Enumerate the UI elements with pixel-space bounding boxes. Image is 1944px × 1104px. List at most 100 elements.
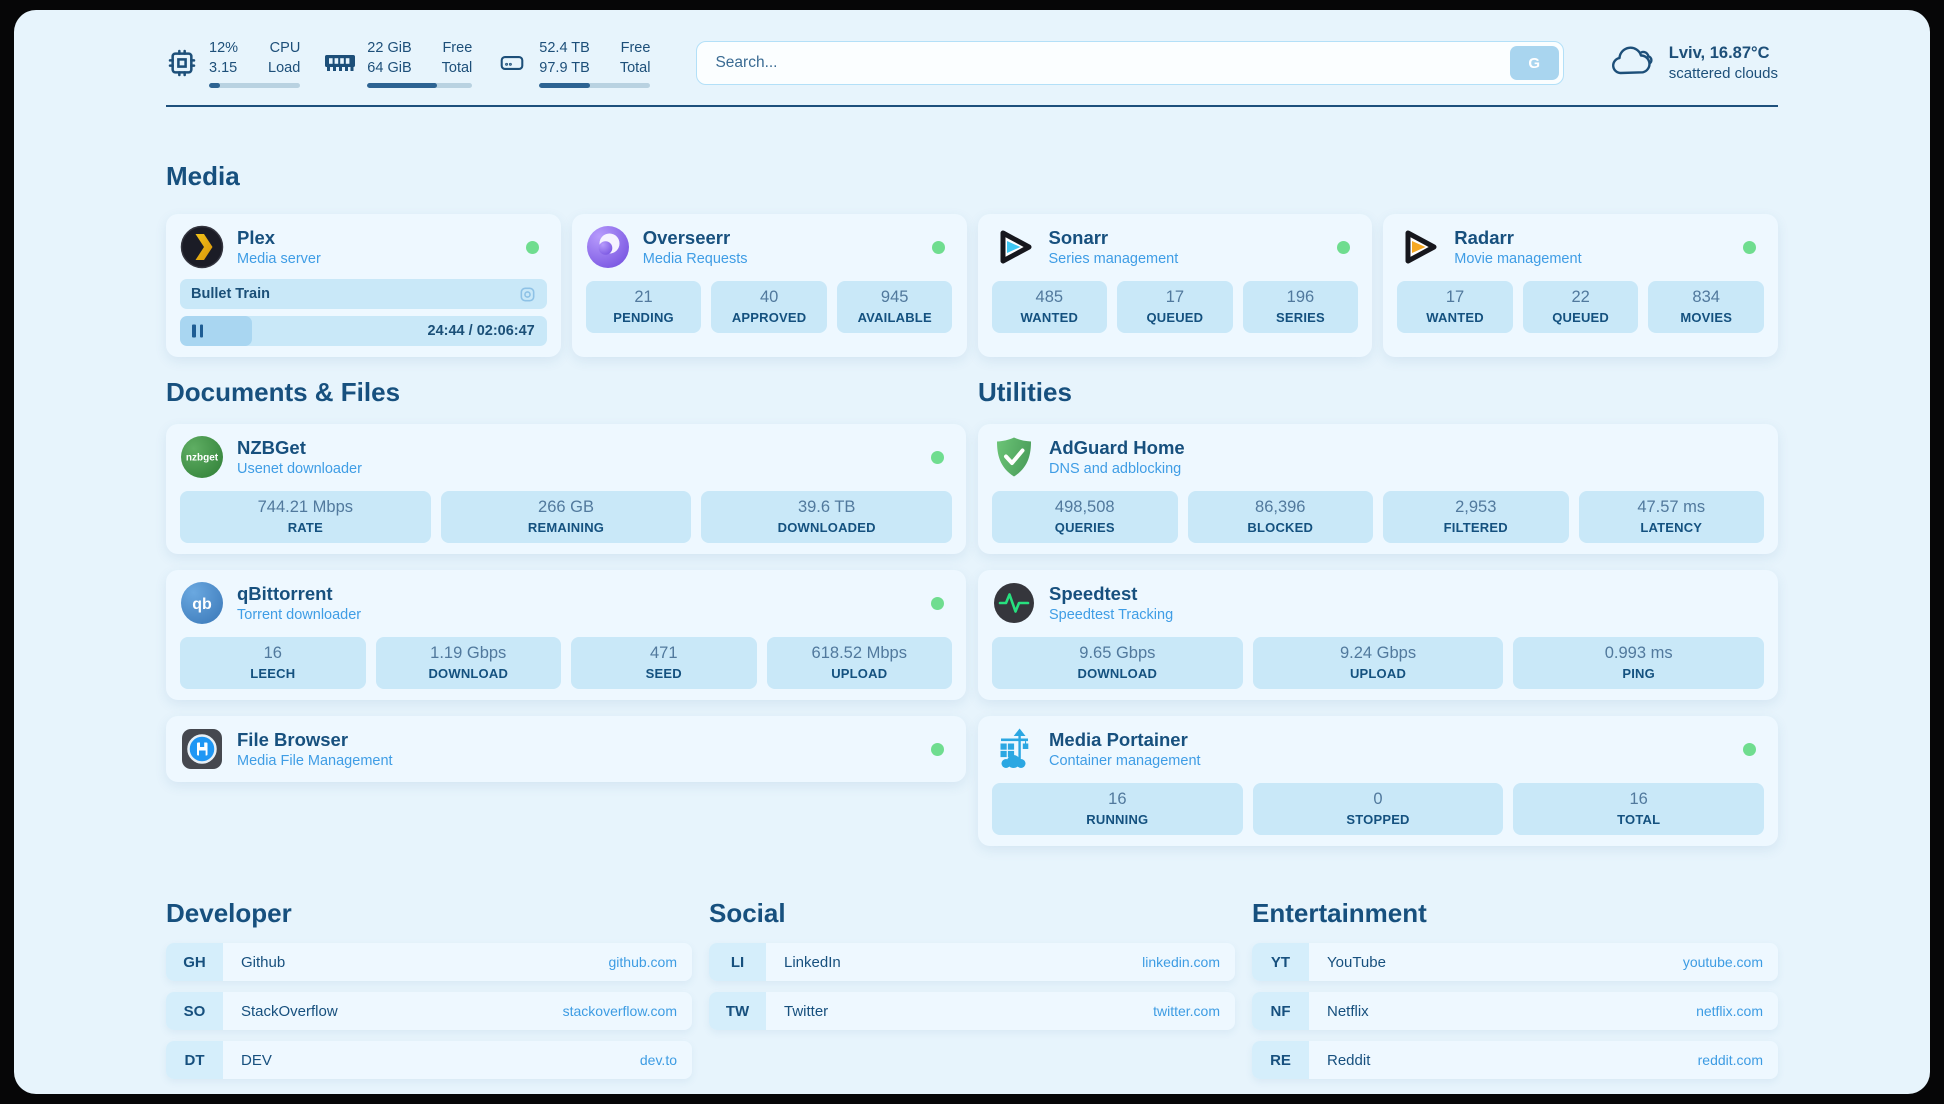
stat-download: 1.19 Gbps DOWNLOAD <box>375 637 561 689</box>
bookmark-name: LinkedIn <box>784 953 841 971</box>
filebrowser-icon <box>180 727 224 771</box>
svg-text:qb: qb <box>192 596 212 613</box>
disk-free: 52.4 TB <box>539 40 590 56</box>
section-title-developer: Developer <box>166 898 292 928</box>
app-link-portainer[interactable]: Media Portainer Container management <box>992 727 1764 771</box>
overseerr-icon <box>586 225 630 269</box>
dashboard-page: 12% 3.15 CPU Load <box>14 10 1930 1094</box>
disk-icon <box>496 50 528 76</box>
documents-column: Documents & Files nzbget NZBGet Usenet d… <box>166 377 966 846</box>
app-subtitle: Media Requests <box>642 251 748 268</box>
stat-downloaded: 39.6 TB DOWNLOADED <box>701 491 953 543</box>
bookmark-dev[interactable]: DT DEV dev.to <box>166 1041 692 1079</box>
now-playing-title: Bullet Train <box>191 286 270 302</box>
radarr-icon <box>1397 225 1441 269</box>
bookmark-url: reddit.com <box>1697 1052 1763 1068</box>
app-subtitle: Media File Management <box>237 753 393 770</box>
stat-movies: 834 MOVIES <box>1648 281 1764 333</box>
bookmark-stackoverflow[interactable]: SO StackOverflow stackoverflow.com <box>166 992 692 1030</box>
disk-label-2: Total <box>619 60 651 76</box>
app-subtitle: Container management <box>1049 753 1201 770</box>
app-link-nzbget[interactable]: nzbget NZBGet Usenet downloader <box>180 435 952 479</box>
search-input[interactable] <box>696 41 1564 85</box>
stat-download: 9.65 Gbps DOWNLOAD <box>992 637 1243 689</box>
app-link-sonarr[interactable]: Sonarr Series management <box>992 225 1359 269</box>
stat-total: 16 TOTAL <box>1513 783 1765 835</box>
app-card-adguard: AdGuard Home DNS and adblocking 498,508 Q… <box>978 424 1778 554</box>
playback-time: 24:44 / 02:06:47 <box>427 323 535 339</box>
app-link-qbittorrent[interactable]: qb qBittorrent Torrent downloader <box>180 581 952 625</box>
google-search-button[interactable]: G <box>1509 46 1559 80</box>
app-name: Radarr <box>1454 226 1514 248</box>
app-name: Speedtest <box>1049 582 1138 604</box>
app-card-speedtest: Speedtest Speedtest Tracking 9.65 Gbps DO… <box>978 570 1778 700</box>
status-online-dot <box>1743 742 1756 756</box>
system-stats: 12% 3.15 CPU Load <box>166 38 651 88</box>
ram-free: 22 GiB <box>367 40 412 56</box>
stat-latency: 47.57 ms LATENCY <box>1578 491 1764 543</box>
bookmark-url: stackoverflow.com <box>562 1003 677 1019</box>
app-card-filebrowser: File Browser Media File Management <box>166 716 966 782</box>
app-link-speedtest[interactable]: Speedtest Speedtest Tracking <box>992 581 1764 625</box>
app-card-overseerr: Overseerr Media Requests 21 PENDING 40 APP… <box>571 214 967 357</box>
weather-widget: Lviv, 16.87°C scattered clouds <box>1608 40 1778 87</box>
weather-location-temp: Lviv, 16.87°C <box>1668 44 1770 62</box>
plex-now-playing-row: Bullet Train <box>180 279 547 309</box>
app-link-adguard[interactable]: AdGuard Home DNS and adblocking <box>992 435 1764 479</box>
portainer-icon <box>992 727 1036 771</box>
svg-text:nzbget: nzbget <box>186 453 219 464</box>
status-online-dot <box>931 450 944 464</box>
plex-playback-progress: 24:44 / 02:06:47 <box>180 316 547 346</box>
cpu-label-2: Load <box>268 60 301 76</box>
speedtest-icon <box>992 581 1036 625</box>
pause-icon <box>192 324 203 338</box>
app-name: qBittorrent <box>237 582 333 604</box>
weather-condition: scattered clouds <box>1668 65 1778 82</box>
status-online-dot <box>931 240 945 254</box>
cpu-stat: 12% 3.15 CPU Load <box>166 38 301 88</box>
app-link-filebrowser[interactable]: File Browser Media File Management <box>180 727 952 771</box>
cpu-percent: 12% <box>209 40 239 56</box>
bookmark-abbr: RE <box>1252 1041 1309 1079</box>
movie-type-icon <box>519 286 536 303</box>
search-bar: G <box>696 41 1564 85</box>
bookmark-abbr: YT <box>1252 943 1309 981</box>
bookmark-youtube[interactable]: YT YouTube youtube.com <box>1252 943 1778 981</box>
bookmark-reddit[interactable]: RE Reddit reddit.com <box>1252 1041 1778 1079</box>
bookmark-abbr: LI <box>709 943 766 981</box>
app-link-radarr[interactable]: Radarr Movie management <box>1397 225 1764 269</box>
app-card-portainer: Media Portainer Container management 16 R… <box>978 716 1778 846</box>
sonarr-icon <box>992 225 1036 269</box>
plex-icon <box>180 225 224 269</box>
app-card-sonarr: Sonarr Series management 485 WANTED 17 QUE… <box>977 214 1373 357</box>
stat-upload: 618.52 Mbps UPLOAD <box>766 637 952 689</box>
bookmark-name: Twitter <box>784 1002 829 1020</box>
status-online-dot <box>525 240 539 254</box>
app-link-overseerr[interactable]: Overseerr Media Requests <box>586 225 953 269</box>
bookmark-name: Reddit <box>1327 1051 1371 1069</box>
app-subtitle: Speedtest Tracking <box>1049 607 1174 624</box>
status-online-dot <box>931 596 944 610</box>
ram-total: 64 GiB <box>367 60 412 76</box>
app-card-radarr: Radarr Movie management 17 WANTED 22 QUEUE… <box>1383 214 1778 357</box>
ram-stat: 22 GiB 64 GiB Free Total <box>324 38 473 88</box>
bookmark-github[interactable]: GH Github github.com <box>166 943 692 981</box>
bookmark-abbr: SO <box>166 992 223 1030</box>
bookmark-linkedin[interactable]: LI LinkedIn linkedin.com <box>709 943 1235 981</box>
stat-wanted: 17 WANTED <box>1397 281 1513 333</box>
stat-approved: 40 APPROVED <box>711 281 827 333</box>
stat-queued: 17 QUEUED <box>1117 281 1233 333</box>
nzbget-icon: nzbget <box>180 435 224 479</box>
ram-label-2: Total <box>441 60 473 76</box>
section-title-entertainment: Entertainment <box>1252 898 1427 928</box>
app-subtitle: DNS and adblocking <box>1049 461 1182 478</box>
bookmark-netflix[interactable]: NF Netflix netflix.com <box>1252 992 1778 1030</box>
disk-label-1: Free <box>620 40 651 56</box>
app-card-plex: Plex Media server Bullet Train 24:44 / 0… <box>166 214 561 357</box>
bookmark-url: dev.to <box>639 1052 677 1068</box>
app-subtitle: Usenet downloader <box>237 461 362 478</box>
stat-available: 945 AVAILABLE <box>836 281 953 333</box>
bookmark-twitter[interactable]: TW Twitter twitter.com <box>709 992 1235 1030</box>
top-bar: 12% 3.15 CPU Load <box>166 38 1778 88</box>
app-link-plex[interactable]: Plex Media server <box>180 225 547 269</box>
